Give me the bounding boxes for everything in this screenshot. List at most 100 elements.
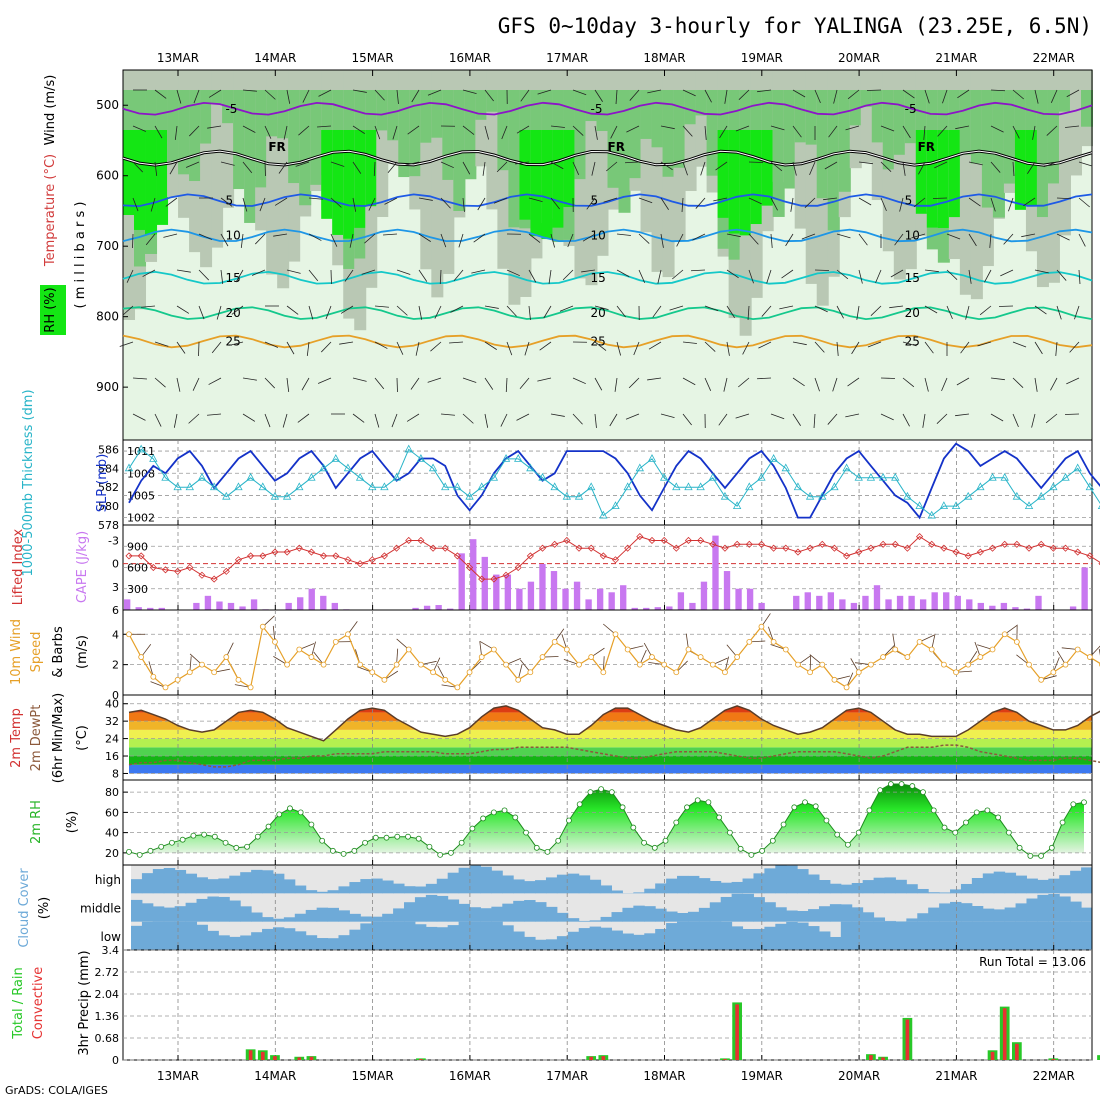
thickness-point xyxy=(246,472,255,481)
wind10m-point xyxy=(235,676,242,683)
li-point xyxy=(1074,548,1082,556)
cloud-bar xyxy=(698,907,711,922)
rh-shade xyxy=(761,130,774,206)
wind-barb xyxy=(344,269,354,282)
precip-total-bar xyxy=(1097,1055,1100,1060)
rh-point xyxy=(1048,844,1055,851)
wind-barb xyxy=(960,341,970,354)
wind-barb xyxy=(453,269,464,281)
li-point xyxy=(453,552,461,560)
wind-barb xyxy=(682,161,688,176)
wind10m-point xyxy=(685,646,692,653)
wind-barb xyxy=(1043,161,1058,168)
cloud-bar xyxy=(786,910,798,922)
cape-bar xyxy=(527,581,535,610)
wind-barb xyxy=(946,305,953,320)
wind-barb xyxy=(302,89,310,103)
rh-shade xyxy=(794,90,807,143)
thickness-point xyxy=(514,454,523,462)
wind-barb xyxy=(207,413,222,416)
y-tick-label: 800 xyxy=(96,310,119,324)
li-point xyxy=(149,563,157,572)
rh-shade xyxy=(860,90,873,107)
wind10m-point xyxy=(417,661,424,668)
wind-barb xyxy=(660,413,675,419)
rh-point xyxy=(598,786,605,793)
li-point xyxy=(599,552,607,560)
wind-barb xyxy=(652,305,662,318)
li-point xyxy=(745,540,753,548)
wind-barb xyxy=(833,89,838,104)
y-tick-label: 2 xyxy=(112,659,119,672)
wind-barb xyxy=(638,233,650,244)
wind-barb xyxy=(748,197,762,205)
wind10m-point xyxy=(965,661,972,668)
wind-barb xyxy=(407,125,420,135)
credit-text: GrADS: COLA/IGES xyxy=(5,1084,108,1097)
li-point xyxy=(794,548,802,556)
wind10m-speed-label: Speed xyxy=(29,632,44,673)
rh-shade xyxy=(277,90,290,139)
cloud-bar xyxy=(404,902,416,922)
wind-barb xyxy=(704,305,719,312)
wind-barb xyxy=(176,341,186,354)
li-point xyxy=(441,544,449,552)
wind-barb xyxy=(804,197,816,209)
wind-barb xyxy=(286,305,299,315)
rh2m-unit-label: (%) xyxy=(65,811,80,834)
li-point xyxy=(125,552,133,560)
cloud-bar xyxy=(589,926,602,950)
wind-barb xyxy=(704,89,712,103)
wind-barb xyxy=(616,305,626,318)
wind-barb xyxy=(427,89,442,96)
cloud-bar xyxy=(131,899,143,922)
day-label-top: 15MAR xyxy=(352,51,394,65)
li-point xyxy=(356,560,364,568)
cloud-bar xyxy=(622,933,634,950)
cloud-bar xyxy=(829,904,842,922)
rh-shade xyxy=(926,130,939,228)
rh-shade xyxy=(805,90,818,145)
rh-shade xyxy=(1025,130,1038,207)
cloud-bar xyxy=(600,916,612,922)
cloud-bar xyxy=(884,921,896,950)
cloud-bar xyxy=(141,921,154,950)
cape-bar xyxy=(573,581,581,610)
wind-axis-label: Wind (m/s) xyxy=(43,75,58,146)
rh-point xyxy=(222,839,229,846)
rh-point xyxy=(362,839,368,846)
wind-barb xyxy=(726,233,741,238)
wind10m-point xyxy=(308,654,315,660)
cape-bar xyxy=(943,592,950,610)
cloud-bar xyxy=(535,939,547,950)
wind-barb xyxy=(682,377,696,386)
cloud-bar xyxy=(305,935,318,950)
thickness-point xyxy=(428,463,438,472)
wind-barb xyxy=(924,269,939,273)
wind-barb xyxy=(1069,341,1080,353)
cloud-bar xyxy=(753,873,765,894)
wind-barb xyxy=(301,377,310,391)
wind-barb xyxy=(603,197,618,203)
temp2m-panel: 8 16 24 32 40 2m Temp 2m DewPt (6hr Min/Max) (°C… xyxy=(9,693,1100,783)
thickness-point xyxy=(124,463,134,472)
li-point xyxy=(806,544,814,552)
cloud-bar xyxy=(545,939,558,950)
cloud-bar xyxy=(174,906,187,922)
cloud-bar xyxy=(196,877,208,894)
rh-point xyxy=(1016,844,1023,851)
wind-barb xyxy=(902,161,906,176)
wind-barb xyxy=(473,233,486,243)
cloud-bar xyxy=(229,875,241,894)
wind-barb xyxy=(440,233,447,248)
cloud-bar xyxy=(753,897,765,922)
wind10m-point xyxy=(697,654,704,660)
rh-shade xyxy=(706,90,719,176)
cloud-bar xyxy=(185,902,198,922)
rh-shade xyxy=(948,130,961,218)
rh-shade xyxy=(244,90,257,223)
cloud-bar xyxy=(207,879,219,894)
cloud-bar xyxy=(1059,875,1071,894)
cloud-bar xyxy=(753,928,765,950)
cloud-bar xyxy=(447,872,460,894)
